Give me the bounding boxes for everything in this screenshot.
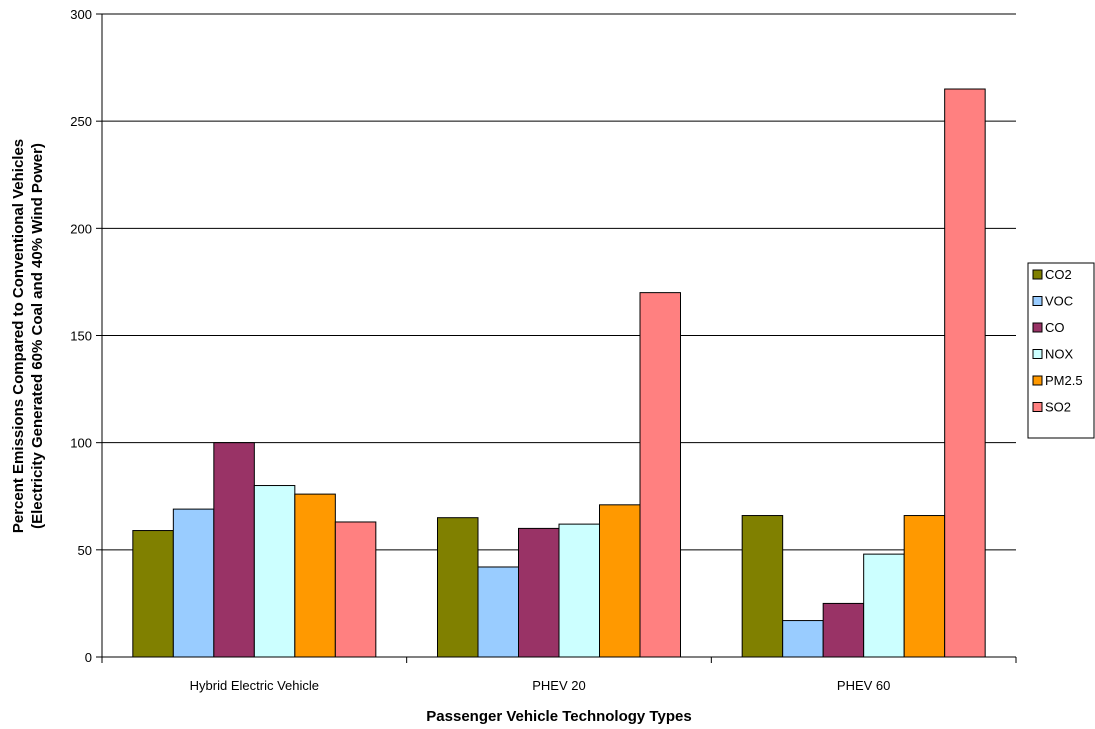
y-tick-label: 300 <box>70 7 92 22</box>
bars <box>132 88 986 658</box>
legend: CO2 VOC CO NOX PM2.5 SO2 <box>1027 262 1095 439</box>
bar-voc-1 <box>172 508 215 658</box>
y-axis-title-line2: (Electricity Generated 60% Coal and 40% … <box>29 143 46 529</box>
legend-swatch <box>1032 322 1043 333</box>
bar-pm2-5-3 <box>903 515 946 658</box>
bar-co-1 <box>213 442 255 658</box>
x-tick-label: PHEV 60 <box>837 678 890 693</box>
y-tick-label: 250 <box>70 114 92 129</box>
bar-so2-2 <box>639 292 681 658</box>
bar-so2-3 <box>944 88 986 658</box>
bar-co2-1 <box>132 530 174 658</box>
legend-swatch <box>1032 269 1043 280</box>
bar-nox-3 <box>863 553 905 658</box>
legend-label: NOX <box>1045 347 1074 362</box>
x-tick-labels: Hybrid Electric Vehicle PHEV 20 PHEV 60 <box>101 657 1017 693</box>
bar-co-2 <box>518 527 560 658</box>
y-tick-label: 200 <box>70 221 92 236</box>
bar-pm2-5-1 <box>294 493 336 658</box>
legend-swatch <box>1032 296 1043 306</box>
x-axis-title: Passenger Vehicle Technology Types <box>426 708 691 725</box>
y-tick-labels: 0 50 100 150 200 250 300 <box>70 7 102 665</box>
bar-co2-3 <box>741 515 784 658</box>
legend-swatch <box>1032 402 1043 412</box>
bar-so2-1 <box>334 521 377 658</box>
legend-label: PM2.5 <box>1045 373 1083 388</box>
bar-co-3 <box>822 602 865 658</box>
legend-label: CO2 <box>1045 267 1072 282</box>
bar-voc-2 <box>477 566 519 658</box>
x-tick-label: Hybrid Electric Vehicle <box>190 678 319 693</box>
y-axis-title-line1: Percent Emissions Compared to Convention… <box>10 139 27 533</box>
legend-label: SO2 <box>1045 400 1071 415</box>
legend-swatch <box>1032 375 1043 386</box>
y-tick-label: 50 <box>78 543 92 558</box>
bar-nox-1 <box>253 485 296 658</box>
bar-co2-2 <box>437 517 479 658</box>
x-tick-label: PHEV 20 <box>532 678 585 693</box>
legend-label: CO <box>1045 320 1065 335</box>
bar-pm2-5-2 <box>599 504 641 658</box>
y-tick-label: 0 <box>85 650 92 665</box>
y-tick-label: 150 <box>70 329 92 344</box>
bar-voc-3 <box>782 620 824 658</box>
legend-label: VOC <box>1045 294 1073 309</box>
y-tick-label: 100 <box>70 436 92 451</box>
bar-nox-2 <box>558 523 600 658</box>
legend-swatch <box>1032 349 1043 359</box>
